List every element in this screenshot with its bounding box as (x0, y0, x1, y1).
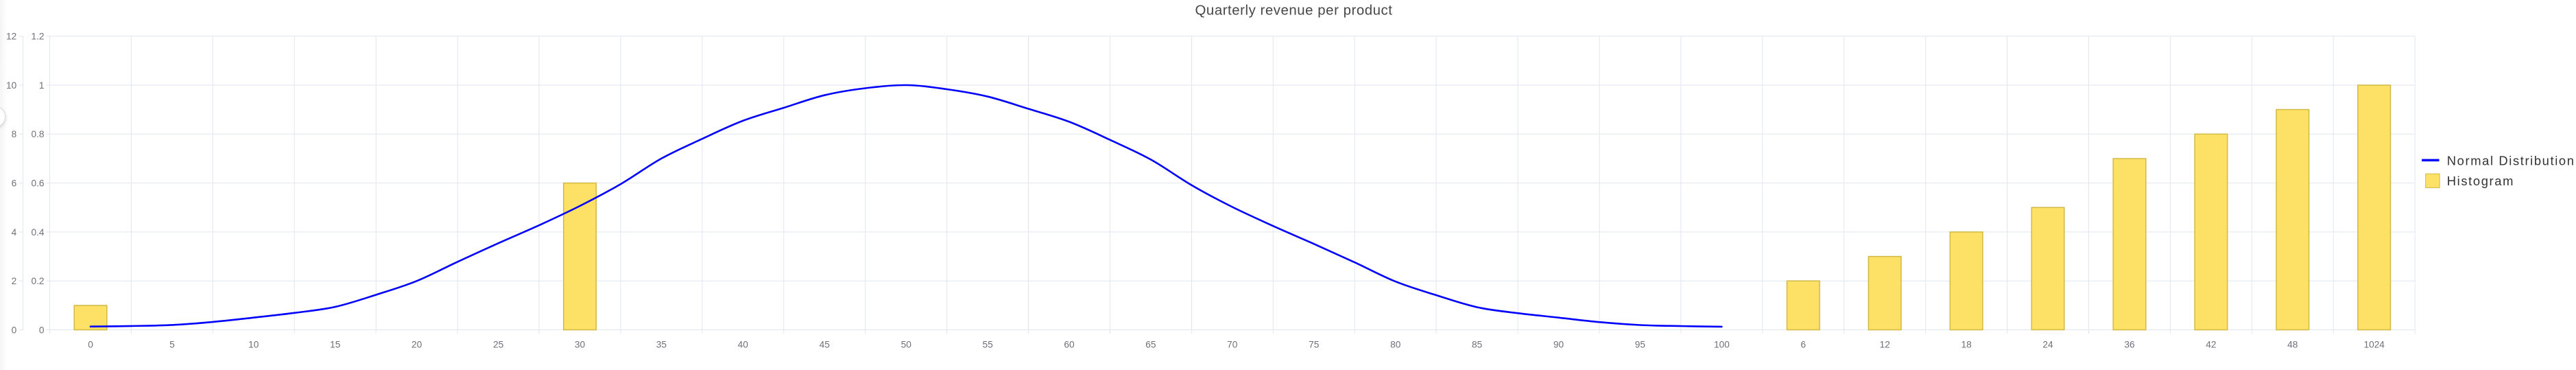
svg-text:75: 75 (1309, 340, 1320, 350)
svg-text:1: 1 (39, 80, 45, 91)
svg-text:10: 10 (6, 80, 17, 91)
svg-text:55: 55 (982, 340, 993, 350)
svg-text:80: 80 (1390, 340, 1401, 350)
svg-text:0.6: 0.6 (31, 178, 44, 189)
svg-text:90: 90 (1553, 340, 1564, 350)
svg-text:18: 18 (1961, 340, 1972, 350)
svg-text:48: 48 (2287, 340, 2298, 350)
svg-text:8: 8 (12, 129, 17, 139)
svg-text:Histogram: Histogram (2447, 174, 2514, 188)
svg-text:100: 100 (1714, 340, 1730, 350)
svg-text:2: 2 (12, 276, 17, 286)
svg-text:70: 70 (1227, 340, 1238, 350)
svg-text:30: 30 (575, 340, 586, 350)
svg-text:0: 0 (88, 340, 93, 350)
svg-text:36: 36 (2124, 340, 2135, 350)
svg-text:10: 10 (248, 340, 259, 350)
svg-text:50: 50 (901, 340, 912, 350)
svg-text:6: 6 (12, 178, 17, 189)
svg-text:42: 42 (2206, 340, 2216, 350)
svg-text:1024: 1024 (2363, 340, 2385, 350)
svg-text:45: 45 (820, 340, 831, 350)
svg-text:12: 12 (1880, 340, 1890, 350)
svg-text:95: 95 (1635, 340, 1646, 350)
svg-text:6: 6 (1800, 340, 1806, 350)
svg-text:12: 12 (6, 32, 16, 42)
svg-text:4: 4 (12, 227, 17, 238)
svg-text:85: 85 (1472, 340, 1483, 350)
svg-text:40: 40 (738, 340, 749, 350)
svg-text:1.2: 1.2 (31, 32, 44, 42)
svg-text:Normal Distribution: Normal Distribution (2447, 154, 2575, 168)
svg-text:0: 0 (39, 325, 45, 335)
svg-text:60: 60 (1064, 340, 1075, 350)
svg-text:5: 5 (169, 340, 175, 350)
svg-text:25: 25 (493, 340, 504, 350)
svg-text:35: 35 (656, 340, 667, 350)
svg-text:0.2: 0.2 (31, 276, 44, 286)
svg-text:15: 15 (330, 340, 341, 350)
svg-text:0.4: 0.4 (31, 227, 44, 238)
svg-text:Quarterly revenue per product: Quarterly revenue per product (1195, 3, 1393, 18)
svg-text:24: 24 (2042, 340, 2053, 350)
svg-text:0.8: 0.8 (31, 129, 44, 139)
svg-text:65: 65 (1145, 340, 1156, 350)
svg-text:0: 0 (12, 325, 17, 335)
svg-text:20: 20 (412, 340, 422, 350)
